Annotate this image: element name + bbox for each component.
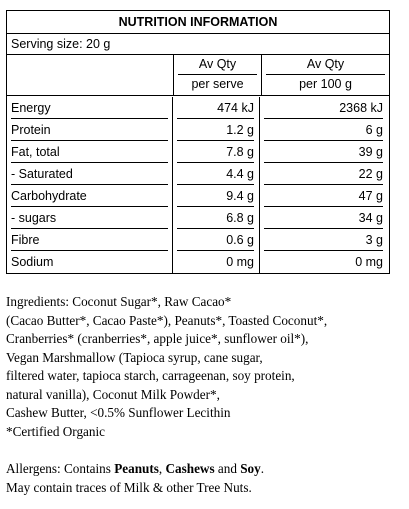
nutrient-per-100g: 34 g [264, 208, 383, 229]
nutrient-per-100g: 2368 kJ [264, 98, 383, 119]
nutrient-per-100g: 0 mg [355, 255, 383, 269]
header-per-serve-line2: per serve [191, 77, 244, 91]
nutrient-label: - sugars [11, 208, 168, 229]
column-header-row: Av Qty per serve Av Qty per 100 g [7, 55, 389, 96]
ingredients-line: filtered water, tapioca starch, carragee… [6, 368, 295, 383]
panel-title: NUTRITION INFORMATION [7, 11, 389, 34]
nutrient-per-100g: 39 g [264, 142, 383, 163]
allergens-sep: and [214, 461, 241, 476]
header-blank-cell [7, 55, 174, 95]
nutrient-per-100g: 3 g [264, 230, 383, 251]
nutrient-label: Fibre [11, 230, 168, 251]
nutrient-per-serve: 1.2 g [177, 120, 254, 141]
nutrient-per-serve: 0.6 g [177, 230, 254, 251]
nutrient-per-serve: 4.4 g [177, 164, 254, 185]
nutrition-panel: NUTRITION INFORMATION Serving size: 20 g… [6, 10, 390, 274]
serving-size: Serving size: 20 g [7, 34, 389, 55]
ingredients-line: (Cacao Butter*, Cacao Paste*), Peanuts*,… [6, 312, 328, 328]
nutrient-per-100g: 22 g [264, 164, 383, 185]
header-per-serve: Av Qty per serve [174, 55, 262, 95]
nutrient-rows: Energy 474 kJ 2368 kJ Protein 1.2 g 6 g … [7, 96, 389, 273]
nutrient-row: Carbohydrate 9.4 g 47 g [7, 185, 389, 207]
nutrient-per-serve: 474 kJ [177, 98, 254, 119]
nutrient-label: Sodium [11, 255, 54, 269]
allergens-block: Allergens: Contains Peanuts, Cashews and… [6, 460, 404, 497]
nutrient-row: Sodium 0 mg 0 mg [7, 251, 389, 273]
allergens-line: Allergens: Contains Peanuts, Cashews and… [6, 460, 404, 479]
nutrient-per-100g: 47 g [264, 186, 383, 207]
ingredients-line: Cranberries* (cranberries*, apple juice*… [6, 331, 309, 346]
ingredients-line: Ingredients: Coconut Sugar*, Raw Cacao* [6, 294, 232, 309]
nutrient-label: Protein [11, 120, 168, 141]
nutrient-row: Energy 474 kJ 2368 kJ [7, 97, 389, 119]
header-per-100g-line2: per 100 g [299, 77, 352, 91]
allergens-sep: , [158, 461, 166, 476]
nutrient-per-serve: 9.4 g [177, 186, 254, 207]
ingredients-line: Cashew Butter, <0.5% Sunflower Lecithin [6, 405, 231, 420]
nutrient-row: Protein 1.2 g 6 g [7, 119, 389, 141]
nutrient-label: Carbohydrate [11, 186, 168, 207]
nutrient-label: Energy [11, 98, 168, 119]
header-per-serve-line1: Av Qty [178, 55, 257, 75]
nutrient-row: - Saturated 4.4 g 22 g [7, 163, 389, 185]
nutrient-per-serve: 7.8 g [177, 142, 254, 163]
allergens-prefix: Allergens: Contains [6, 461, 115, 476]
allergen-cashews: Cashews [165, 461, 215, 476]
nutrient-per-serve: 6.8 g [177, 208, 254, 229]
ingredients-block: Ingredients: Coconut Sugar*, Raw Cacao* … [6, 293, 404, 441]
nutrient-per-100g: 6 g [264, 120, 383, 141]
certified-organic-note: *Certified Organic [6, 423, 105, 439]
allergens-suffix: . [260, 461, 265, 476]
ingredients-line: Vegan Marshmallow (Tapioca syrup, cane s… [6, 349, 263, 365]
ingredients-line: natural vanilla), Coconut Milk Powder*, [6, 386, 220, 402]
traces-line: May contain traces of Milk & other Tree … [6, 479, 252, 495]
nutrient-label: Fat, total [11, 142, 168, 163]
nutrient-row: Fibre 0.6 g 3 g [7, 229, 389, 251]
nutrient-label: - Saturated [11, 164, 168, 185]
header-per-100g-line1: Av Qty [266, 55, 385, 75]
nutrient-row: - sugars 6.8 g 34 g [7, 207, 389, 229]
nutrient-row: Fat, total 7.8 g 39 g [7, 141, 389, 163]
nutrient-per-serve: 0 mg [226, 255, 254, 269]
allergen-soy: Soy [240, 461, 261, 476]
allergen-peanuts: Peanuts [114, 461, 159, 476]
header-per-100g: Av Qty per 100 g [262, 55, 389, 95]
